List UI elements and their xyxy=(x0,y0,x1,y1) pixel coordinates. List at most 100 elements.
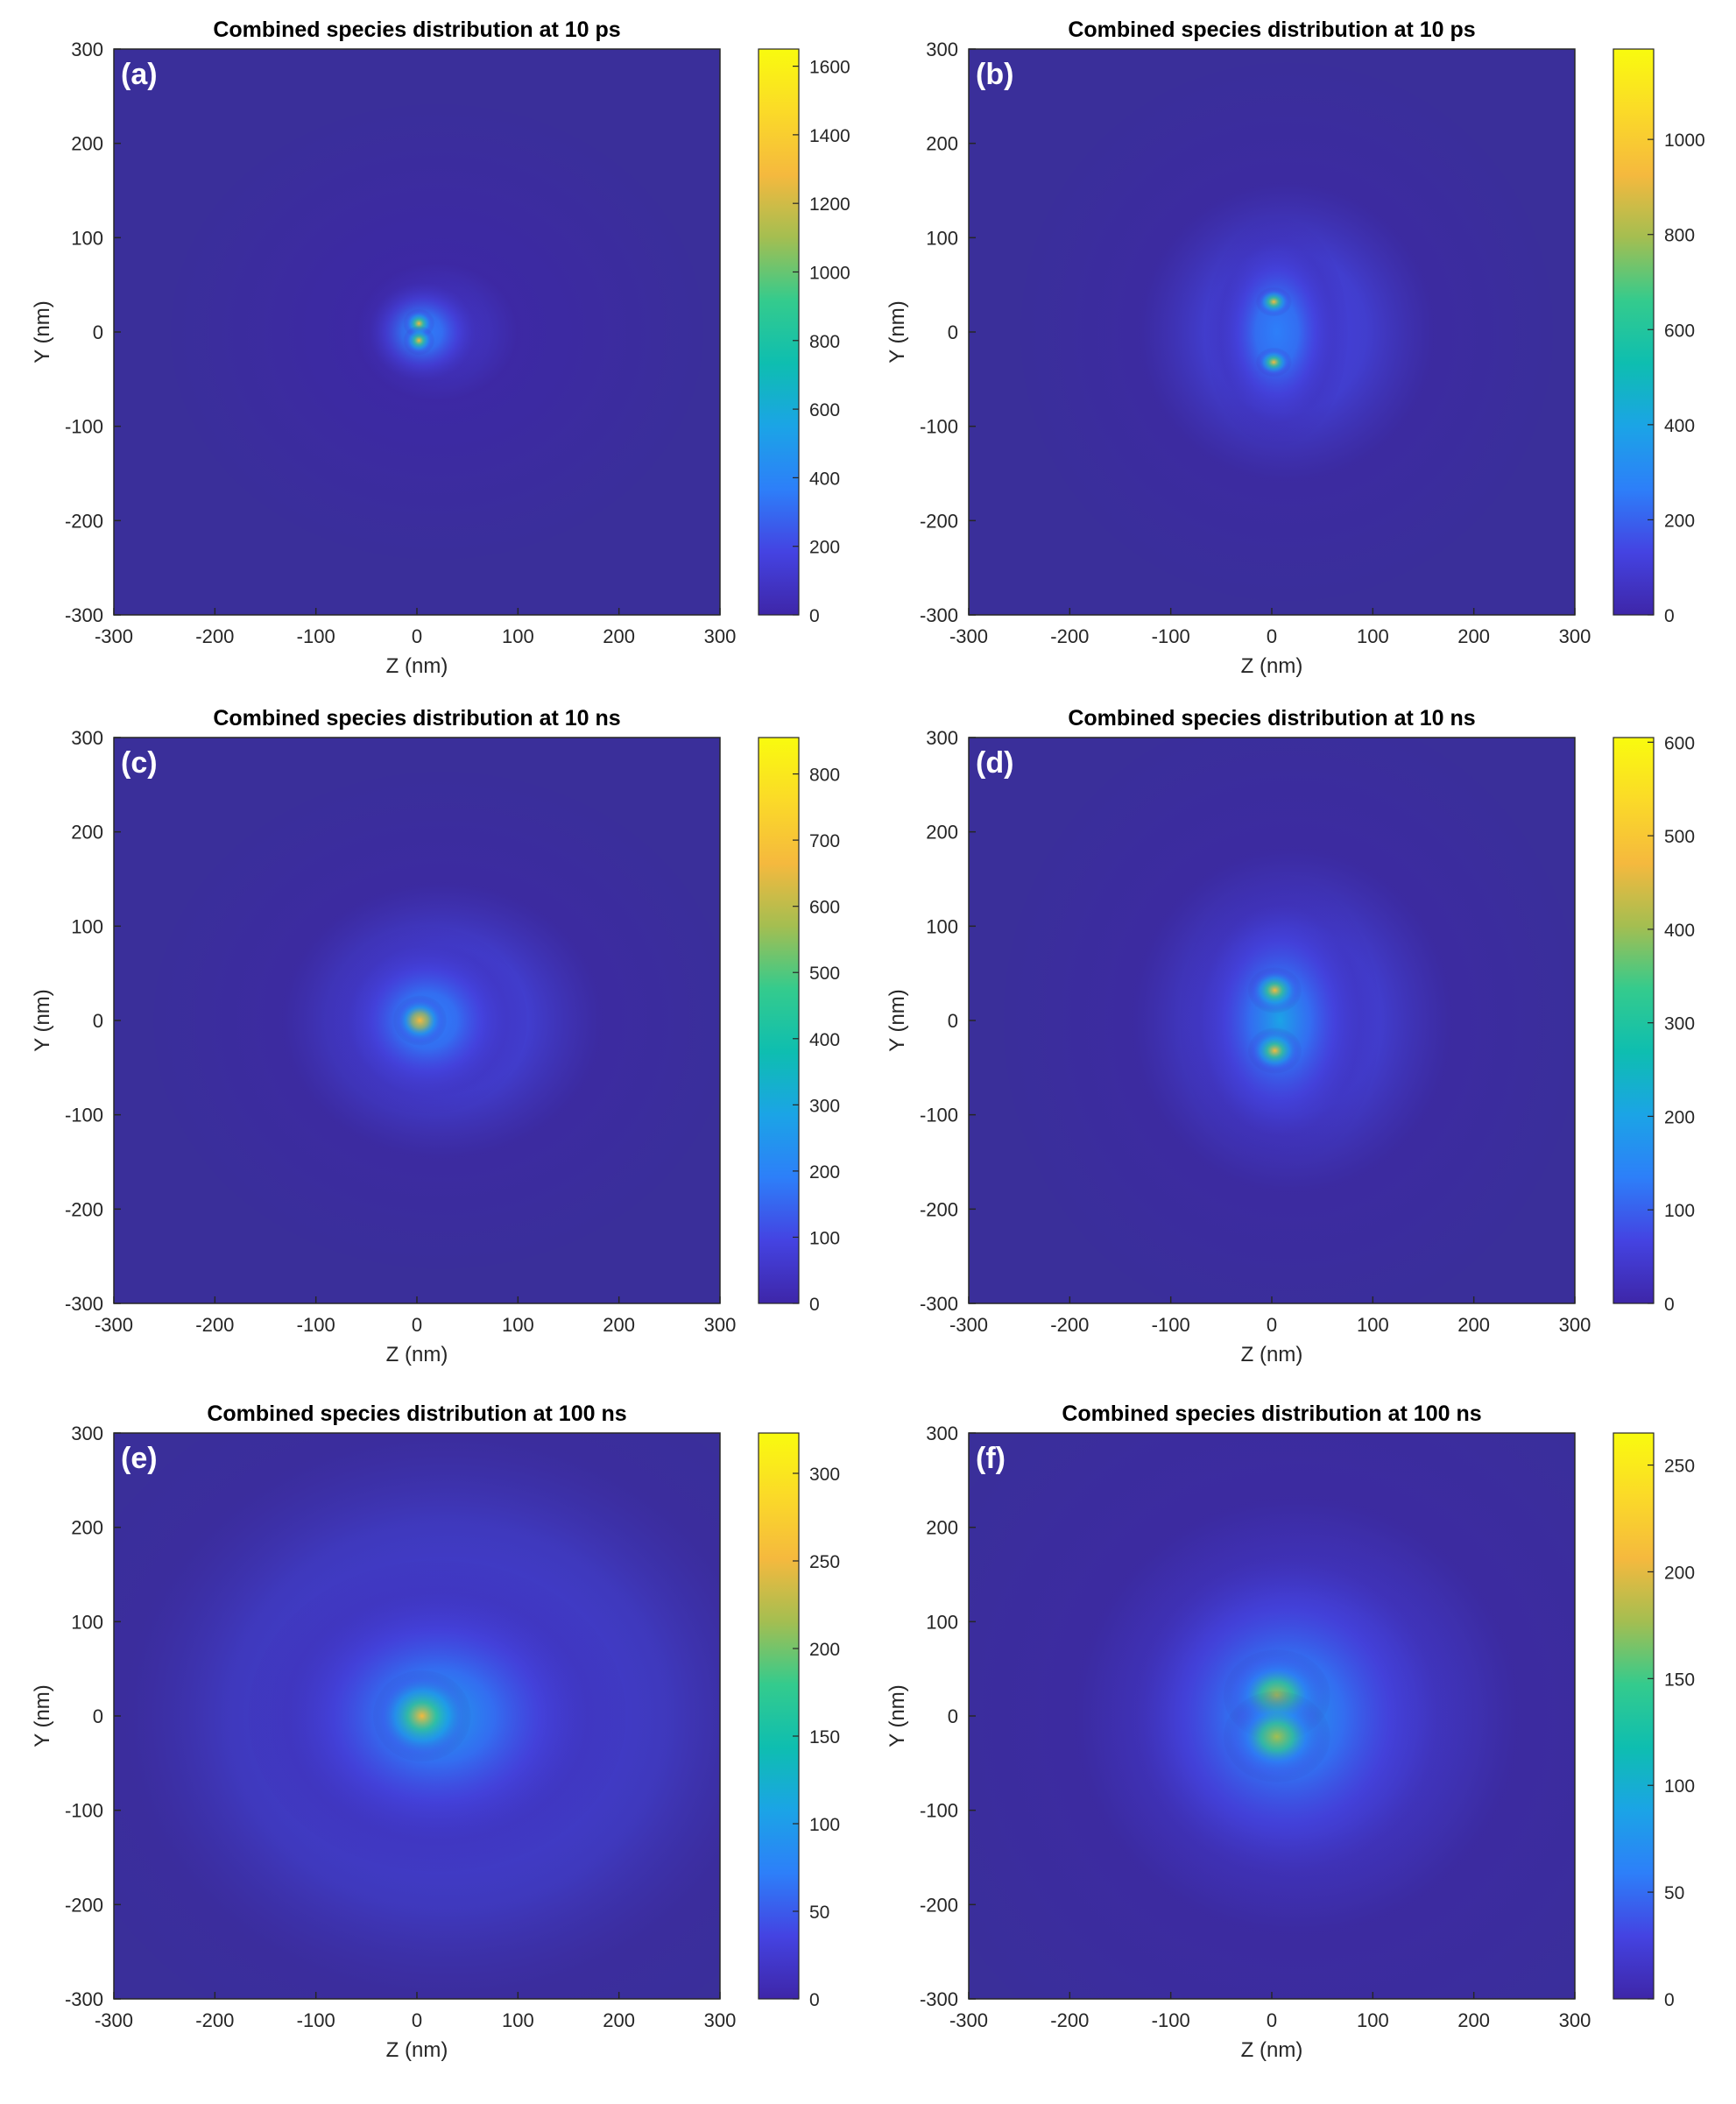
colorbar-tick-label: 100 xyxy=(1664,1201,1695,1221)
x-tick-label: 200 xyxy=(1457,2009,1490,2031)
colorbar-tick-label: 0 xyxy=(809,1990,820,2010)
colorbar-tick-label: 300 xyxy=(1664,1014,1695,1034)
y-tick-label: -300 xyxy=(920,604,958,626)
panel-label: (e) xyxy=(121,1442,158,1475)
colorbar-tick-label: 1000 xyxy=(1664,131,1705,151)
y-tick-label: 0 xyxy=(93,1705,103,1727)
colorbar-tick-label: 600 xyxy=(1664,733,1695,753)
y-tick-label: -300 xyxy=(920,1293,958,1315)
y-axis-label: Y (nm) xyxy=(31,989,54,1052)
colorbar-tick-label: 0 xyxy=(1664,1990,1675,2010)
hotspot xyxy=(1248,1027,1302,1074)
colorbar-tick-label: 1200 xyxy=(809,194,850,215)
colorbar-tick-label: 0 xyxy=(809,1295,820,1315)
x-tick-label: -300 xyxy=(95,625,133,647)
x-tick-label: -200 xyxy=(1050,2009,1089,2031)
y-tick-label: -200 xyxy=(65,510,103,532)
colorbar xyxy=(1613,737,1655,1304)
y-axis-label: Y (nm) xyxy=(886,989,909,1052)
colorbar-tick-label: 700 xyxy=(809,831,840,851)
colorbar xyxy=(1613,1432,1655,2000)
y-tick-label: -100 xyxy=(65,416,103,438)
x-tick-label: 100 xyxy=(1357,625,1389,647)
halo xyxy=(1205,217,1348,447)
panel-title: Combined species distribution at 10 ps xyxy=(213,18,620,42)
colorbar-tick-label: 200 xyxy=(1664,511,1695,531)
colorbar-tick-label: 800 xyxy=(1664,226,1695,246)
colorbar-tick-label: 250 xyxy=(1664,1457,1695,1477)
y-tick-label: 100 xyxy=(71,1611,103,1633)
colorbar-tick-label: 800 xyxy=(809,766,840,786)
y-tick-label: 200 xyxy=(71,1517,103,1539)
panel-label: (a) xyxy=(121,58,158,91)
panel-a: Combined species distribution at 10 ps -3… xyxy=(31,18,850,678)
x-tick-label: 300 xyxy=(1559,2009,1591,2031)
colorbar-tick-label: 400 xyxy=(1664,921,1695,941)
x-axis-label: Z (nm) xyxy=(1241,654,1303,678)
colorbar-tick-label: 50 xyxy=(1664,1883,1684,1903)
x-tick-label: 100 xyxy=(502,1314,534,1336)
x-axis-label: Z (nm) xyxy=(386,654,448,678)
y-tick-label: -300 xyxy=(65,604,103,626)
heatmap xyxy=(969,1433,1575,1999)
hotspot xyxy=(1223,1691,1330,1783)
panel-label: (c) xyxy=(121,746,158,780)
colorbar-tick-label: 100 xyxy=(1664,1776,1695,1797)
panel-title: Combined species distribution at 10 ps xyxy=(1068,18,1475,42)
y-axis-label: Y (nm) xyxy=(886,300,909,364)
x-tick-label: -100 xyxy=(297,2009,335,2031)
x-tick-label: 0 xyxy=(412,1314,422,1336)
y-tick-label: 0 xyxy=(93,321,103,343)
halo xyxy=(1180,875,1380,1166)
x-axis-label: Z (nm) xyxy=(386,1343,448,1366)
colorbar-tick-label: 300 xyxy=(809,1465,840,1485)
panel-title: Combined species distribution at 10 ns xyxy=(213,706,620,731)
colorbar xyxy=(758,737,800,1304)
y-axis-label: Y (nm) xyxy=(31,300,54,364)
x-tick-label: -100 xyxy=(1152,625,1190,647)
colorbar-tick-label: 500 xyxy=(809,964,840,984)
colorbar-tick-label: 800 xyxy=(809,332,840,352)
colorbar-tick-label: 0 xyxy=(1664,1295,1675,1315)
hotspot xyxy=(1256,286,1292,317)
y-tick-label: -100 xyxy=(920,416,958,438)
hotspot xyxy=(1256,347,1292,378)
heatmap xyxy=(114,49,720,615)
x-tick-label: 200 xyxy=(603,1314,635,1336)
y-tick-label: -200 xyxy=(920,1198,958,1220)
colorbar-tick-label: 200 xyxy=(809,538,840,558)
x-tick-label: 300 xyxy=(1559,1314,1591,1336)
panel-label: (f) xyxy=(976,1442,1006,1475)
x-tick-label: -300 xyxy=(949,1314,988,1336)
x-tick-label: 100 xyxy=(502,2009,534,2031)
colorbar-tick-label: 200 xyxy=(809,1640,840,1660)
colorbar xyxy=(1613,48,1655,616)
x-tick-label: -200 xyxy=(195,2009,234,2031)
x-tick-label: 100 xyxy=(1357,2009,1389,2031)
heatmap xyxy=(969,738,1575,1303)
y-tick-label: -300 xyxy=(65,1293,103,1315)
y-tick-label: 300 xyxy=(926,39,958,60)
colorbar-tick-label: 100 xyxy=(809,1228,840,1248)
colorbar-tick-label: 150 xyxy=(1664,1670,1695,1690)
y-tick-label: -100 xyxy=(65,1800,103,1822)
y-tick-label: 300 xyxy=(926,727,958,749)
x-tick-label: -200 xyxy=(195,625,234,647)
colorbar-tick-label: 50 xyxy=(809,1903,829,1923)
hotspot xyxy=(372,1670,471,1762)
y-tick-label: -200 xyxy=(65,1198,103,1220)
y-tick-label: 0 xyxy=(93,1010,103,1032)
x-axis-label: Z (nm) xyxy=(386,2038,448,2062)
y-tick-label: 0 xyxy=(948,1010,958,1032)
colorbar-tick-label: 1400 xyxy=(809,126,850,146)
x-tick-label: -300 xyxy=(95,1314,133,1336)
colorbar-tick-label: 150 xyxy=(809,1727,840,1747)
colorbar-tick-label: 0 xyxy=(1664,606,1675,626)
colorbar-tick-label: 200 xyxy=(1664,1107,1695,1127)
panel-title: Combined species distribution at 100 ns xyxy=(207,1401,626,1426)
colorbar-tick-label: 400 xyxy=(809,469,840,489)
x-tick-label: -200 xyxy=(1050,1314,1089,1336)
colorbar xyxy=(758,48,800,616)
x-tick-label: 200 xyxy=(1457,1314,1490,1336)
